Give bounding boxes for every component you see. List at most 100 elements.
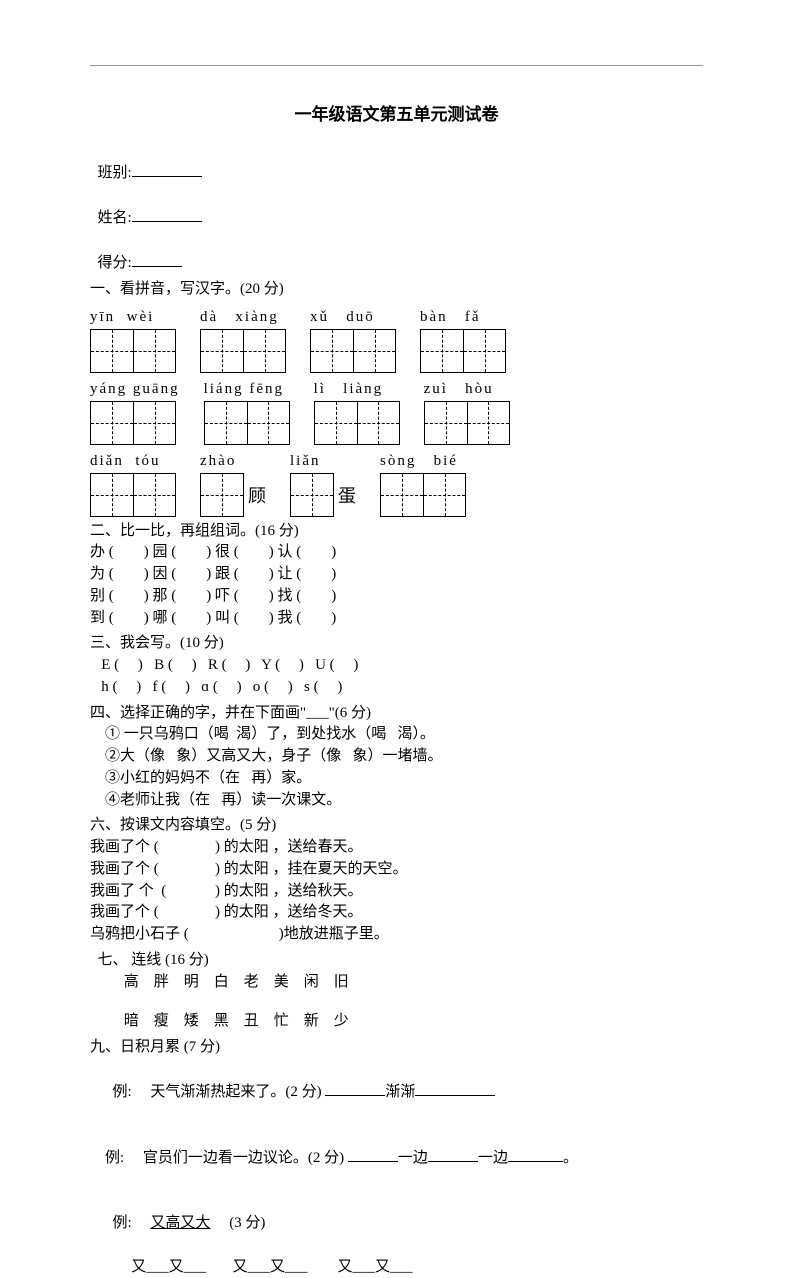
page-title: 一年级语文第五单元测试卷 (90, 100, 703, 125)
tianzige-group[interactable] (420, 329, 506, 373)
q9-ex3-blanks: 又___又___ 又___又___ 又___又___ (90, 1257, 703, 1278)
tianzige-cell[interactable] (91, 474, 133, 516)
pinyin-label: zhào (200, 453, 266, 470)
tianzige-cell[interactable] (133, 402, 175, 444)
tianzige-group[interactable] (200, 473, 244, 517)
tianzige-wrap (90, 473, 176, 517)
pinyin-label: sòng bié (380, 453, 466, 470)
section-7-gap (90, 993, 703, 1011)
tianzige-group[interactable] (90, 401, 176, 445)
tianzige-wrap (310, 329, 396, 373)
q9-ex2-blank2[interactable] (428, 1147, 478, 1162)
tianzige-group[interactable] (90, 329, 176, 373)
tianzige-cell[interactable] (91, 402, 133, 444)
pinyin-suffix-char: 蛋 (338, 482, 356, 508)
tianzige-cell[interactable] (201, 330, 243, 372)
tianzige-cell[interactable] (133, 474, 175, 516)
pinyin-item: yáng guāng (90, 381, 180, 445)
tianzige-cell[interactable] (133, 330, 175, 372)
tianzige-cell[interactable] (315, 402, 357, 444)
pinyin-row: diǎn tóuzhào顾liǎn蛋sòng bié (90, 453, 703, 517)
tianzige-cell[interactable] (425, 402, 467, 444)
tianzige-cell[interactable] (423, 474, 465, 516)
q2-line: 办 ( ) 园 ( ) 很 ( ) 认 ( ) (90, 542, 703, 564)
tianzige-cell[interactable] (463, 330, 505, 372)
section-4-body: ① 一只乌鸦口（喝 渴）了，到处找水（喝 渴）。 ②大（像 象）又高又大，身子（… (90, 724, 703, 811)
pinyin-label: yáng guāng (90, 381, 180, 398)
tianzige-cell[interactable] (467, 402, 509, 444)
section-3-body: E ( ) B ( ) R ( ) Y ( ) U ( ) h ( ) f ( … (90, 655, 703, 699)
tianzige-cell[interactable] (353, 330, 395, 372)
name-blank[interactable] (132, 207, 202, 222)
tianzige-cell[interactable] (247, 402, 289, 444)
pinyin-item: lì liàng (314, 381, 400, 445)
tianzige-wrap (420, 329, 506, 373)
section-1-heading: 一、看拼音，写汉字。(20 分) (90, 278, 703, 301)
q3-line: h ( ) f ( ) ɑ ( ) o ( ) s ( ) (90, 677, 703, 699)
pinyin-row: yīn wèi dà xiàng xǔ duō bàn fǎ (90, 309, 703, 373)
tianzige-group[interactable] (380, 473, 466, 517)
q9-ex3-word: 又高又大 (150, 1215, 210, 1231)
section-7-row2: 暗 瘦 矮 黑 丑 忙 新 少 (90, 1011, 703, 1033)
page-top-divider (90, 65, 703, 66)
q9-ex1-blank1[interactable] (325, 1081, 385, 1096)
section-9-heading: 九、日积月累 (7 分) (90, 1037, 703, 1059)
pinyin-label: bàn fǎ (420, 309, 506, 326)
tianzige-cell[interactable] (205, 402, 247, 444)
tianzige-cell[interactable] (421, 330, 463, 372)
class-blank[interactable] (132, 162, 202, 177)
tianzige-group[interactable] (310, 329, 396, 373)
section-7-row1: 高 胖 明 白 老 美 闲 旧 (90, 972, 703, 994)
class-label: 班别: (98, 165, 132, 181)
q9-ex2-mid1: 一边 (398, 1150, 428, 1166)
q9-example-3: 例: 又高又大 (3 分) (90, 1191, 703, 1256)
q9-ex2-blank1[interactable] (348, 1147, 398, 1162)
q9-example-1: 例: 天气渐渐热起来了。(2 分) 渐渐 (90, 1059, 703, 1125)
pinyin-item: diǎn tóu (90, 453, 176, 517)
pinyin-grid: yīn wèi dà xiàng xǔ duō bàn fǎ yáng guāng liá… (90, 309, 703, 517)
tianzige-cell[interactable] (91, 330, 133, 372)
pinyin-item: liáng fēng (204, 381, 290, 445)
tianzige-cell[interactable] (357, 402, 399, 444)
q9-ex2-blank3[interactable] (508, 1147, 563, 1162)
tianzige-wrap (424, 401, 510, 445)
score-label: 得分: (98, 255, 132, 271)
pinyin-suffix-char: 顾 (248, 482, 266, 508)
q6-line: 我画了个 ( ) 的太阳 ，送给春天。 (90, 837, 703, 859)
section-6-body: 我画了个 ( ) 的太阳 ，送给春天。我画了个 ( ) 的太阳 ，挂在夏天的天空… (90, 837, 703, 946)
tianzige-wrap (200, 329, 286, 373)
tianzige-group[interactable] (314, 401, 400, 445)
section-3-heading: 三、我会写。(10 分) (90, 633, 703, 655)
pinyin-label: xǔ duō (310, 309, 396, 326)
q9-ex1-blank2[interactable] (415, 1081, 495, 1096)
tianzige-group[interactable] (90, 473, 176, 517)
tianzige-wrap (90, 401, 180, 445)
tianzige-cell[interactable] (381, 474, 423, 516)
tianzige-cell[interactable] (291, 474, 333, 516)
section-7-heading: 七、 连线 (16 分) (90, 950, 703, 972)
tianzige-wrap (204, 401, 290, 445)
q9-ex3-suffix: (3 分) (210, 1215, 265, 1231)
q9-ex3-pre: 例: (105, 1215, 150, 1231)
pinyin-label: yīn wèi (90, 309, 176, 326)
tianzige-cell[interactable] (243, 330, 285, 372)
pinyin-item: yīn wèi (90, 309, 176, 373)
tianzige-wrap (90, 329, 176, 373)
pinyin-item: zhào 顾 (200, 453, 266, 517)
tianzige-cell[interactable] (201, 474, 243, 516)
section-2-body: 办 ( ) 园 ( ) 很 ( ) 认 ( )为 ( ) 因 ( ) 跟 ( )… (90, 542, 703, 629)
pinyin-item: bàn fǎ (420, 309, 506, 373)
tianzige-group[interactable] (290, 473, 334, 517)
tianzige-cell[interactable] (311, 330, 353, 372)
q4-line: ④老师让我（在 再）读一次课文。 (90, 790, 703, 812)
q2-line: 为 ( ) 因 ( ) 跟 ( ) 让 ( ) (90, 564, 703, 586)
tianzige-group[interactable] (204, 401, 290, 445)
tianzige-group[interactable] (424, 401, 510, 445)
name-label: 姓名: (98, 210, 132, 226)
pinyin-item: dà xiàng (200, 309, 286, 373)
pinyin-row: yáng guāngliáng fēnglì liàngzuì hòu (90, 381, 703, 445)
q4-line: ① 一只乌鸦口（喝 渴）了，到处找水（喝 渴）。 (90, 724, 703, 746)
score-blank[interactable] (132, 252, 182, 267)
tianzige-group[interactable] (200, 329, 286, 373)
tianzige-wrap: 顾 (200, 473, 266, 517)
